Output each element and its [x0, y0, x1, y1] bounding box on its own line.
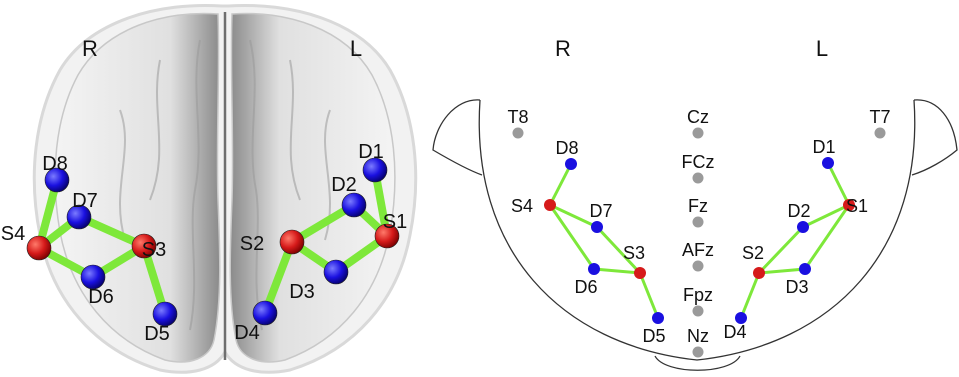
detector-d7	[591, 221, 603, 233]
optode-label-s3: S3	[623, 243, 645, 263]
electrode-label-t7: T7	[869, 107, 890, 127]
optode-label-d6: D6	[88, 286, 114, 308]
source-s3	[131, 233, 157, 259]
optode-label-d8: D8	[555, 138, 578, 158]
head-hemisphere-left-label: L	[816, 36, 828, 61]
source-s1	[374, 223, 400, 249]
optode-label-s2: S2	[240, 233, 264, 255]
electrode-label-cz: Cz	[687, 107, 709, 127]
electrode-label-nz: Nz	[687, 326, 709, 346]
channel-s2-d4	[739, 271, 761, 320]
optode-label-d5: D5	[642, 326, 665, 346]
detector-d4	[252, 300, 278, 326]
source-s2	[279, 229, 305, 255]
optode-label-d7: D7	[72, 190, 98, 212]
optode-label-s4: S4	[1, 223, 25, 245]
nose	[654, 355, 741, 371]
detector-d6	[588, 263, 600, 275]
optode-label-d3: D3	[289, 281, 315, 303]
source-s4	[544, 199, 556, 211]
optode-label-s4: S4	[511, 196, 533, 216]
head-outline	[478, 99, 916, 361]
optode-label-d1: D1	[812, 137, 835, 157]
detector-d3	[799, 263, 811, 275]
detector-d4	[735, 312, 747, 324]
detector-d7	[66, 204, 92, 230]
optode-label-d8: D8	[42, 153, 68, 175]
ear-left	[911, 99, 958, 176]
electrode-fz	[692, 216, 704, 228]
detector-d1	[822, 157, 834, 169]
channel-s3-d6	[592, 267, 642, 275]
brain-hemisphere-left-label: L	[350, 36, 362, 61]
electrode-label-fcz: FCz	[682, 152, 715, 172]
electrode-label-afz: AFz	[682, 240, 714, 260]
detector-d8	[44, 167, 70, 193]
channel-s4-d6	[548, 203, 596, 271]
optode-label-d6: D6	[574, 277, 597, 297]
electrode-nz	[692, 346, 704, 358]
optode-label-d1: D1	[358, 141, 384, 163]
optode-label-s2: S2	[742, 243, 764, 263]
detector-d6	[80, 264, 106, 290]
head-map-panel: R L Cz FCz Fz AFz Fpz Nz T8 T7 D8 S4 D7 S3 D6 D5 D1 S1…	[432, 36, 958, 371]
source-s2	[753, 267, 765, 279]
electrode-t7	[874, 127, 886, 139]
optode-label-d5: D5	[144, 323, 170, 345]
optode-label-s1: S1	[383, 211, 407, 233]
detector-d3	[323, 259, 349, 285]
brain-hemisphere-right-label: R	[82, 36, 98, 61]
detector-d2	[341, 192, 367, 218]
left-hemisphere	[229, 12, 396, 363]
brain-optodes	[26, 157, 400, 327]
optode-label-d4: D4	[723, 322, 746, 342]
source-s1	[843, 199, 855, 211]
ear-right	[432, 99, 483, 176]
electrode-label-t8: T8	[507, 107, 528, 127]
electrode-cz	[692, 127, 704, 139]
head-channels	[548, 161, 851, 320]
source-s4	[26, 235, 52, 261]
optode-label-d4: D4	[234, 322, 260, 344]
electrode-label-fz: Fz	[688, 196, 708, 216]
electrode-fpz	[692, 305, 704, 317]
channel-s2-d3	[757, 267, 807, 275]
channel-s4-d7	[548, 203, 599, 229]
channel-s1-d1	[826, 161, 851, 207]
head-hemisphere-right-label: R	[555, 36, 571, 61]
channel-s1-d2	[801, 203, 851, 229]
detector-d5	[652, 312, 664, 324]
source-s3	[634, 267, 646, 279]
optode-label-d2: D2	[331, 174, 357, 196]
head-optodes	[544, 157, 855, 324]
head-optode-labels: D8 S4 D7 S3 D6 D5 D1 S1 D2 S2 D3 D4	[511, 137, 868, 346]
electrode-fcz	[692, 172, 704, 184]
optode-label-d7: D7	[589, 201, 612, 221]
channel-s4-d8	[548, 162, 573, 207]
channel-s1-d3	[803, 203, 851, 271]
detector-d8	[565, 158, 577, 170]
optode-label-s3: S3	[142, 239, 166, 261]
reference-electrodes: Cz FCz Fz AFz Fpz Nz T8 T7	[507, 107, 891, 358]
electrode-t8	[512, 127, 524, 139]
channel-s3-d7	[595, 225, 642, 275]
optode-label-d3: D3	[785, 277, 808, 297]
channel-s3-d5	[638, 271, 660, 320]
channel-s2-d4	[261, 238, 296, 317]
electrode-label-fpz: Fpz	[683, 285, 713, 305]
detector-d5	[152, 301, 178, 327]
optode-label-d2: D2	[787, 201, 810, 221]
detector-d2	[797, 221, 809, 233]
channel-s2-d2	[757, 225, 805, 275]
detector-d1	[362, 157, 388, 183]
electrode-afz	[692, 260, 704, 272]
optode-label-s1: S1	[846, 196, 868, 216]
